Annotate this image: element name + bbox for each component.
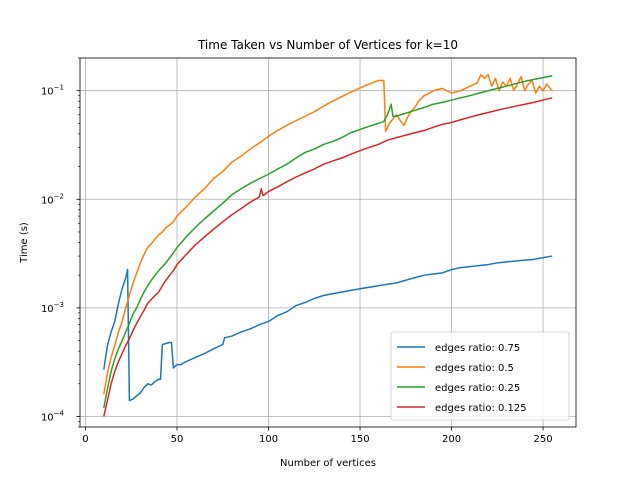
series-line <box>103 75 553 409</box>
legend-entry-label: edges ratio: 0.125 <box>435 403 527 414</box>
x-tick-label: 250 <box>534 434 553 445</box>
series-line <box>103 97 553 417</box>
series-line <box>103 74 553 395</box>
legend-box <box>390 331 570 421</box>
legend-entry-label: edges ratio: 0.25 <box>435 383 520 394</box>
series-line <box>103 255 553 402</box>
legend-entry-label: edges ratio: 0.5 <box>435 363 514 374</box>
x-tick-label: 200 <box>442 434 461 445</box>
chart-title: Time Taken vs Number of Vertices for k=1… <box>197 38 458 52</box>
x-tick-label: 50 <box>171 434 184 445</box>
y-axis-label: Time (s) <box>19 222 30 264</box>
series-lines <box>103 74 553 417</box>
legend: edges ratio: 0.75 edges ratio: 0.5 edges r… <box>390 331 570 421</box>
x-tick-label: 0 <box>82 434 88 445</box>
x-tick-label: 100 <box>259 434 278 445</box>
legend-entry-label: edges ratio: 0.75 <box>435 343 520 354</box>
x-axis-label: Number of vertices <box>280 458 376 469</box>
x-tick-label: 150 <box>350 434 369 445</box>
